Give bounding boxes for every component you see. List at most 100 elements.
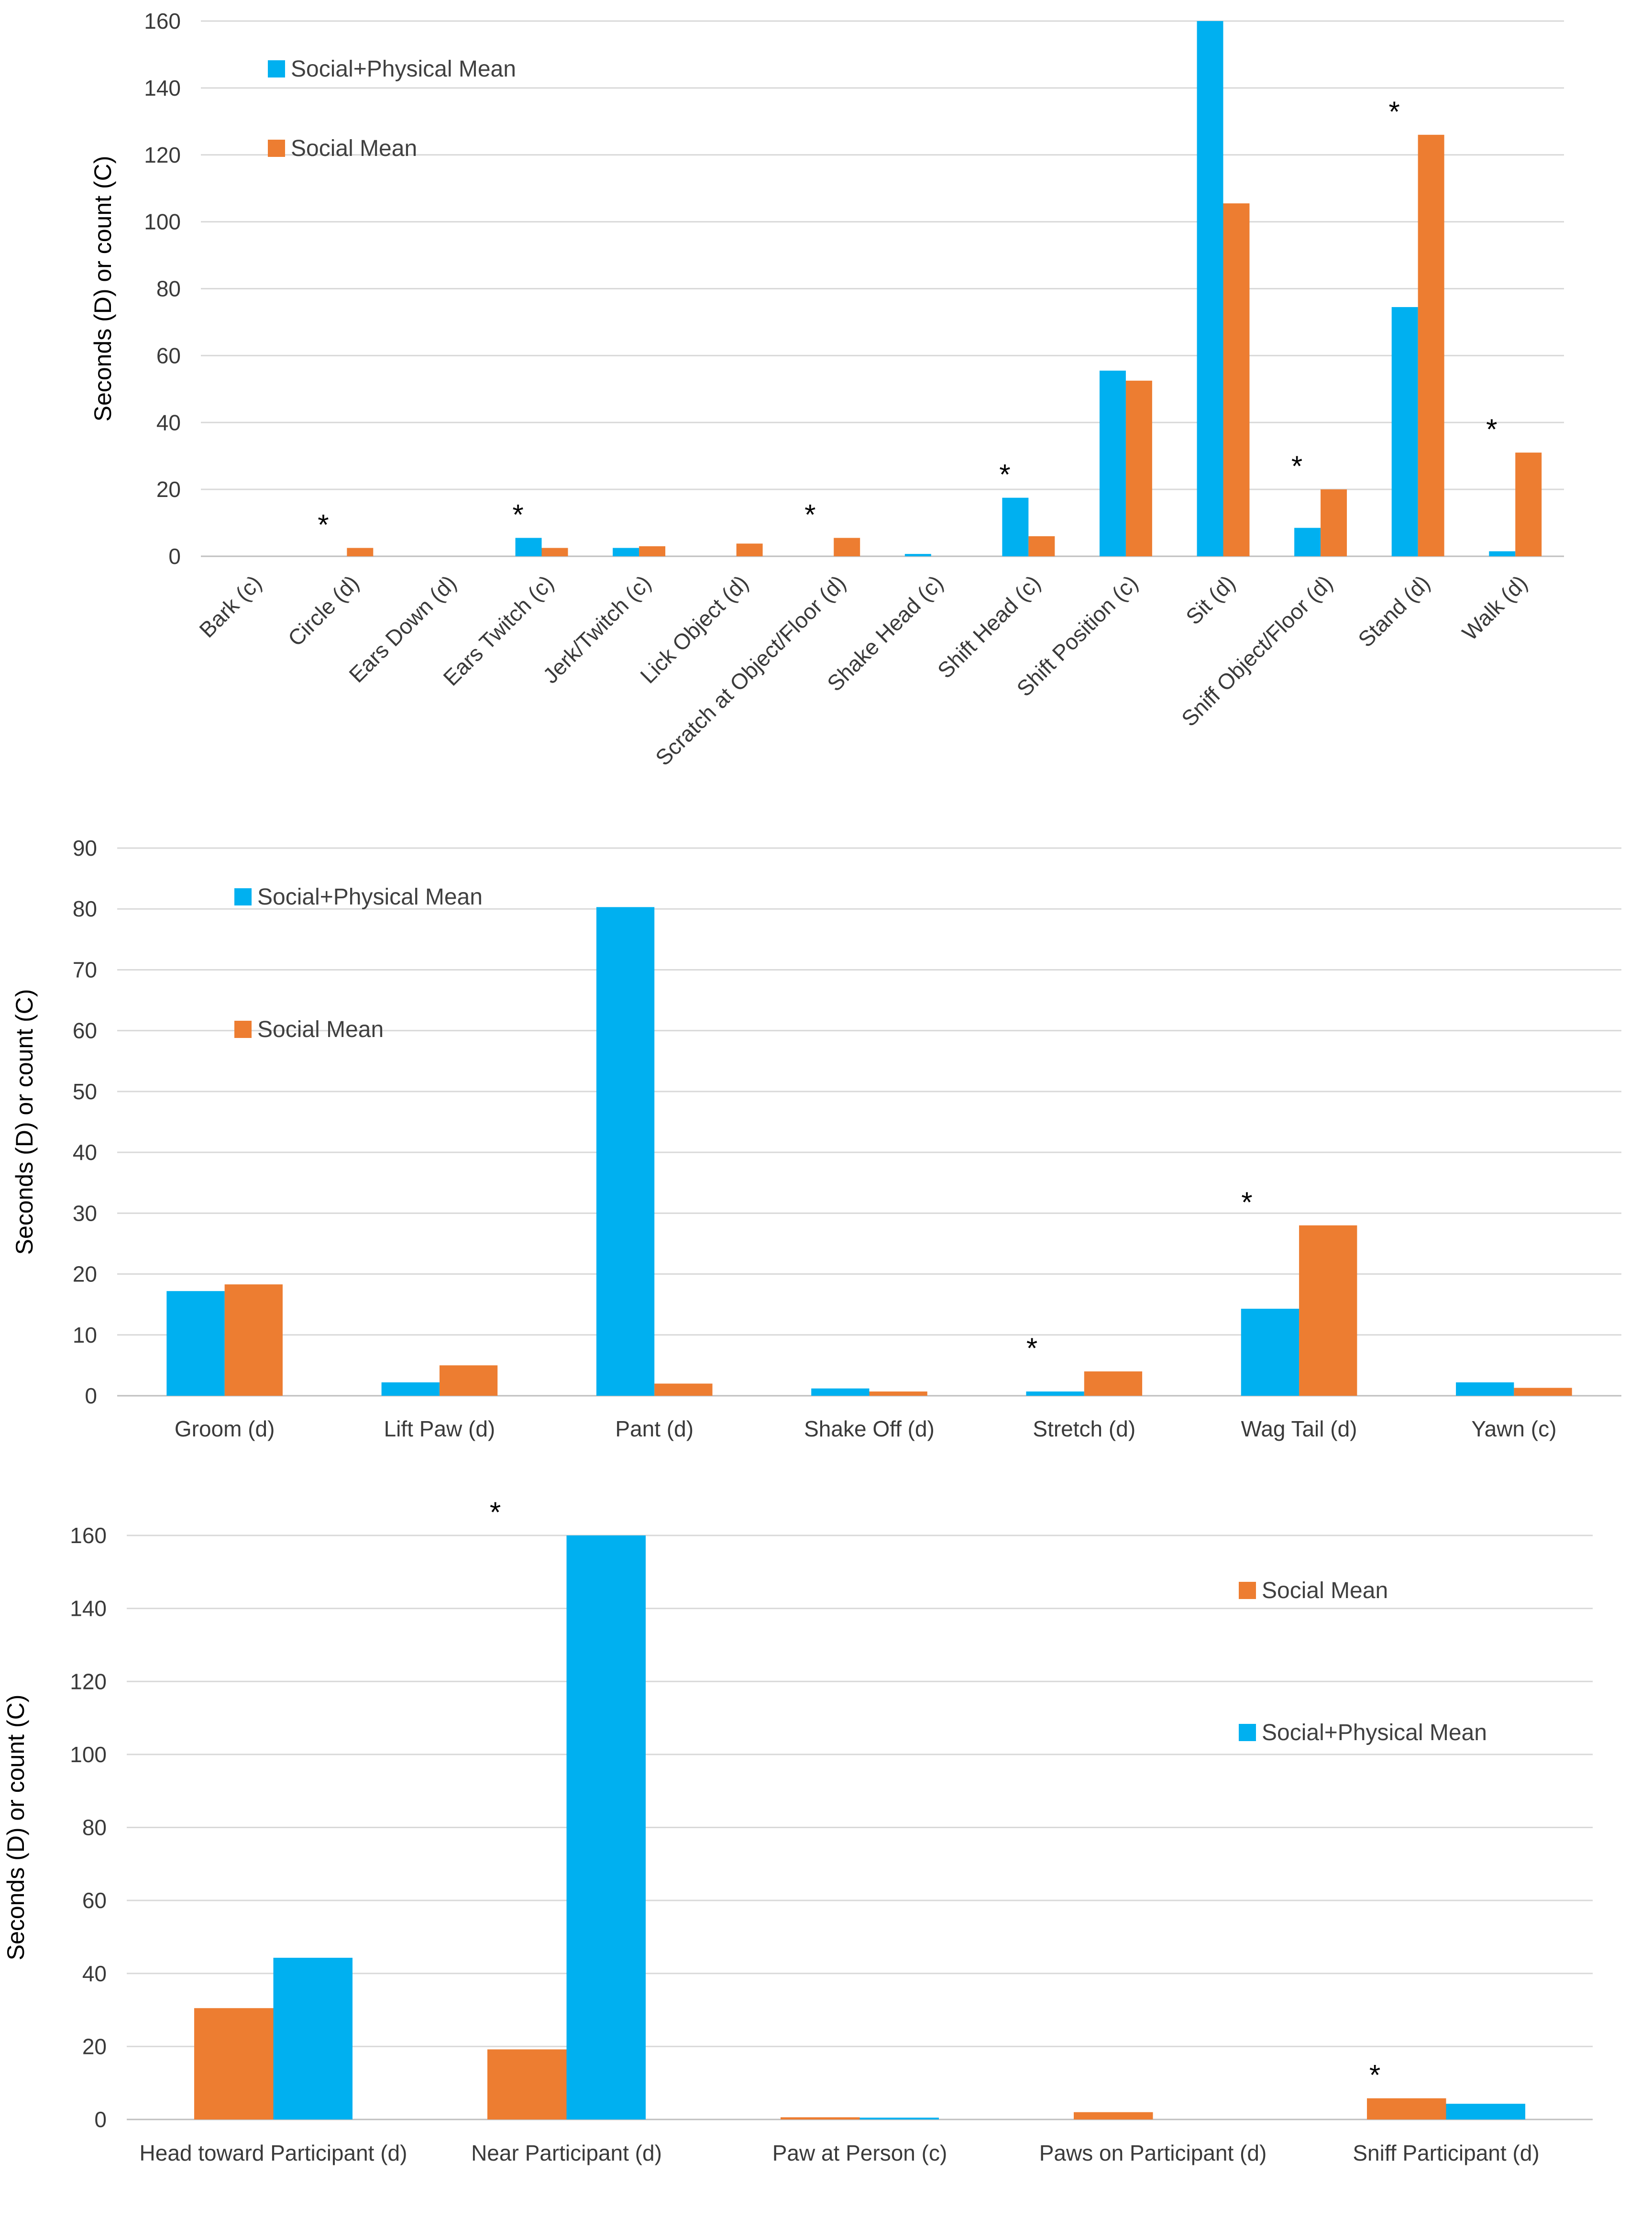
bar-social-2 [439, 1365, 498, 1396]
y-tick-label: 70 [73, 957, 97, 982]
y-tick-label: 60 [73, 1018, 97, 1043]
bar-social-physical-2 [381, 1382, 440, 1396]
y-tick-label: 20 [73, 1262, 97, 1287]
legend-swatch-social-physical [1239, 1724, 1256, 1741]
bar-social-physical-3 [859, 2118, 939, 2119]
bar-social-physical-7 [1456, 1382, 1514, 1396]
bar-social-physical-5 [1026, 1391, 1084, 1396]
y-tick-label: 80 [82, 1815, 107, 1840]
bar-social-3 [654, 1383, 713, 1396]
y-axis-title: Seconds (D) or count (C) [11, 989, 38, 1255]
y-tick-label: 160 [144, 9, 181, 33]
bar-social-physical-11 [1197, 21, 1223, 556]
significance-marker: * [318, 509, 329, 541]
y-axis-title: Seconds (D) or count (C) [89, 156, 116, 422]
x-tick-label: Stretch (d) [1033, 1416, 1135, 1441]
y-tick-label: 120 [70, 1669, 107, 1694]
legend-label: Social Mean [1262, 1578, 1388, 1603]
bar-social-physical-5 [1446, 2104, 1526, 2119]
legend-swatch-social [268, 140, 285, 157]
chart-2: 0 10 20 30 40 50 60 70 80 90 Seconds (D) or count … [11, 836, 1621, 1441]
y-tick-label: 80 [156, 276, 181, 301]
legend-swatch-social-physical [234, 888, 252, 905]
x-tick-label: Sit (d) [1181, 570, 1240, 629]
bar-social-physical-4 [515, 538, 542, 556]
y-tick-label: 100 [144, 210, 181, 234]
significance-marker: * [804, 499, 815, 531]
bar-social-physical-10 [1099, 370, 1126, 556]
x-tick-label: Paw at Person (c) [772, 2141, 947, 2165]
y-tick-label: 10 [73, 1323, 97, 1347]
y-tick-label: 40 [156, 410, 181, 435]
y-tick-label: 80 [73, 896, 97, 921]
x-tick-label: Stand (d) [1353, 570, 1435, 652]
y-tick-label: 60 [82, 1888, 107, 1913]
x-tick-label: Pant (d) [615, 1416, 694, 1441]
bar-social-5 [1084, 1371, 1143, 1396]
significance-marker: * [490, 1496, 501, 1528]
significance-marker: * [1388, 96, 1399, 128]
bar-social-3 [780, 2117, 860, 2119]
legend-label: Social Mean [291, 136, 417, 161]
bar-social-6 [1299, 1225, 1357, 1396]
y-tick-label: 0 [85, 1383, 97, 1408]
bar-social-4 [541, 548, 568, 556]
bar-social-6 [736, 543, 763, 556]
y-tick-label: 20 [156, 477, 181, 502]
chart-3: 0 20 40 60 80 100 120 140 160 Seconds (D) or coun… [2, 1496, 1593, 2165]
y-tick-label: 120 [144, 143, 181, 167]
legend-swatch-social [1239, 1582, 1256, 1599]
bar-social-physical-1 [166, 1291, 225, 1396]
bar-social-physical-12 [1294, 528, 1321, 556]
x-tick-label: Lift Paw (d) [384, 1416, 496, 1441]
y-tick-label: 90 [73, 836, 97, 861]
x-tick-label: Bark (c) [194, 570, 266, 642]
bar-social-9 [1028, 536, 1055, 556]
y-tick-label: 20 [82, 2034, 107, 2059]
bar-social-physical-4 [811, 1388, 870, 1396]
legend-label: Social+Physical Mean [291, 56, 516, 82]
x-tick-label: Shake Off (d) [804, 1416, 935, 1441]
x-tick-label: Shift Head (c) [933, 570, 1046, 683]
significance-marker: * [512, 499, 523, 531]
x-tick-label: Circle (d) [283, 570, 364, 651]
significance-marker: * [1486, 413, 1497, 445]
x-tick-label: Head toward Participant (d) [140, 2141, 407, 2165]
y-axis-title: Seconds (D) or count (C) [2, 1695, 29, 1961]
y-tick-label: 160 [70, 1523, 107, 1548]
bar-social-10 [1125, 380, 1152, 556]
y-tick-label: 60 [156, 343, 181, 368]
y-tick-label: 50 [73, 1079, 97, 1104]
bar-social-2 [347, 548, 374, 556]
bar-social-physical-2 [566, 1535, 646, 2119]
bar-social-physical-6 [1241, 1309, 1300, 1396]
bar-social-4 [869, 1391, 927, 1396]
significance-marker: * [1026, 1332, 1037, 1364]
bar-social-physical-8 [904, 554, 931, 556]
bar-social-12 [1321, 489, 1347, 556]
x-tick-label: Wag Tail (d) [1241, 1416, 1357, 1441]
bar-social-7 [1514, 1388, 1572, 1396]
chart-1: 0 20 40 60 80 100 120 140 160 Seconds (D) or coun… [89, 9, 1564, 770]
y-tick-label: 140 [70, 1596, 107, 1621]
bar-social-5 [639, 546, 666, 556]
y-tick-label: 40 [73, 1140, 97, 1165]
x-tick-label: Near Participant (d) [471, 2141, 662, 2165]
bar-social-physical-13 [1391, 307, 1418, 556]
y-tick-label: 140 [144, 76, 181, 100]
x-tick-label: Sniff Participant (d) [1353, 2141, 1539, 2165]
bar-social-1 [224, 1284, 283, 1396]
significance-marker: * [1291, 450, 1302, 482]
bar-social-2 [487, 2049, 567, 2119]
bar-social-14 [1515, 452, 1542, 556]
significance-marker: * [999, 459, 1010, 491]
bar-social-physical-9 [1002, 497, 1029, 556]
legend-swatch-social-physical [268, 60, 285, 77]
significance-marker: * [1369, 2059, 1380, 2091]
legend-label: Social Mean [257, 1017, 384, 1042]
x-tick-label: Groom (d) [175, 1416, 275, 1441]
significance-marker: * [1241, 1186, 1252, 1218]
legend-swatch-social [234, 1021, 252, 1038]
y-tick-label: 100 [70, 1742, 107, 1767]
